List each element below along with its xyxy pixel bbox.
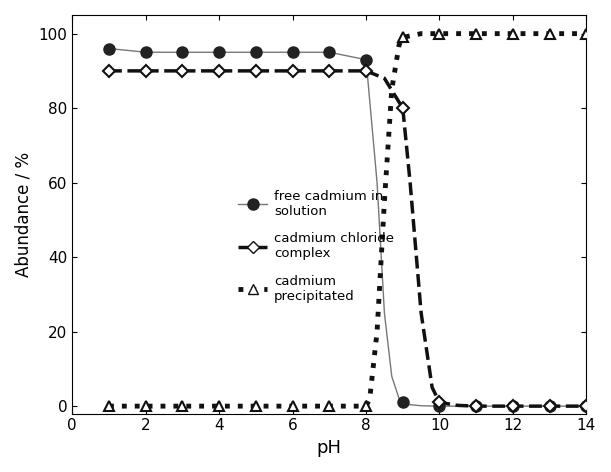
cadmium chloride
complex: [436, 400, 443, 405]
cadmium chloride
complex: [362, 68, 370, 74]
cadmium
precipitated: [583, 31, 590, 36]
cadmium chloride
complex: [142, 68, 150, 74]
free cadmium in
solution: [179, 50, 186, 55]
cadmium chloride
complex: [179, 68, 186, 74]
free cadmium in
solution: [362, 57, 370, 62]
X-axis label: pH: pH: [317, 439, 342, 457]
cadmium chloride
complex: [510, 403, 517, 409]
Line: cadmium
precipitated: cadmium precipitated: [104, 29, 591, 411]
cadmium chloride
complex: [326, 68, 333, 74]
cadmium
precipitated: [362, 403, 370, 409]
free cadmium in
solution: [252, 50, 260, 55]
free cadmium in
solution: [546, 403, 554, 409]
cadmium
precipitated: [546, 31, 554, 36]
cadmium chloride
complex: [216, 68, 223, 74]
Line: free cadmium in
solution: free cadmium in solution: [103, 43, 592, 412]
free cadmium in
solution: [142, 50, 150, 55]
free cadmium in
solution: [399, 400, 406, 405]
cadmium
precipitated: [179, 403, 186, 409]
free cadmium in
solution: [583, 403, 590, 409]
cadmium
precipitated: [326, 403, 333, 409]
cadmium chloride
complex: [252, 68, 260, 74]
cadmium
precipitated: [436, 31, 443, 36]
cadmium
precipitated: [142, 403, 150, 409]
cadmium
precipitated: [216, 403, 223, 409]
Y-axis label: Abundance / %: Abundance / %: [15, 152, 33, 277]
cadmium chloride
complex: [399, 105, 406, 111]
cadmium
precipitated: [399, 34, 406, 40]
free cadmium in
solution: [289, 50, 296, 55]
free cadmium in
solution: [472, 403, 480, 409]
free cadmium in
solution: [510, 403, 517, 409]
cadmium chloride
complex: [472, 403, 480, 409]
cadmium chloride
complex: [583, 403, 590, 409]
cadmium chloride
complex: [105, 68, 112, 74]
cadmium
precipitated: [105, 403, 112, 409]
cadmium
precipitated: [252, 403, 260, 409]
free cadmium in
solution: [216, 50, 223, 55]
Legend: free cadmium in
solution, cadmium chloride
complex, cadmium
precipitated: free cadmium in solution, cadmium chlori…: [233, 185, 400, 308]
free cadmium in
solution: [436, 403, 443, 409]
free cadmium in
solution: [105, 46, 112, 51]
cadmium
precipitated: [510, 31, 517, 36]
cadmium chloride
complex: [289, 68, 296, 74]
Line: cadmium chloride
complex: cadmium chloride complex: [105, 67, 591, 410]
cadmium chloride
complex: [546, 403, 554, 409]
cadmium
precipitated: [472, 31, 480, 36]
free cadmium in
solution: [326, 50, 333, 55]
cadmium
precipitated: [289, 403, 296, 409]
